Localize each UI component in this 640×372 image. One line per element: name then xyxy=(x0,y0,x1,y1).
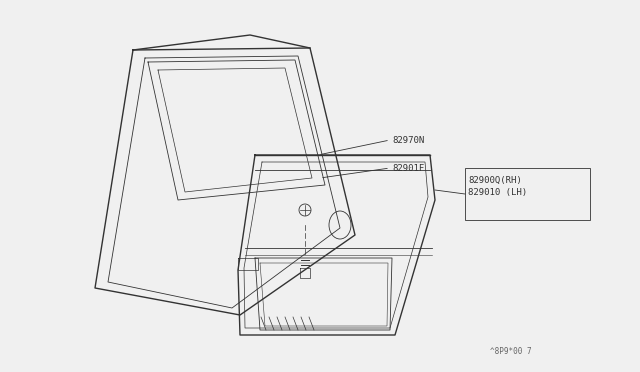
Text: 82900Q(RH): 82900Q(RH) xyxy=(468,176,522,185)
Text: ^8P9*00 7: ^8P9*00 7 xyxy=(490,347,532,356)
Text: 82970N: 82970N xyxy=(392,135,424,144)
Bar xyxy=(465,168,590,220)
Text: 829010 (LH): 829010 (LH) xyxy=(468,188,527,197)
Text: 82901F: 82901F xyxy=(392,164,424,173)
